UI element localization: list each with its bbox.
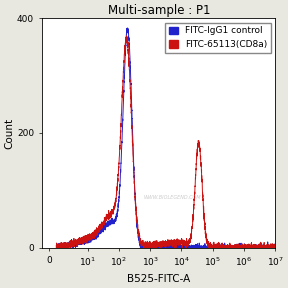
Text: WWW.BIOLEGEND.COM: WWW.BIOLEGEND.COM [144,195,202,200]
Legend: FITC-IgG1 control, FITC-65113(CD8a): FITC-IgG1 control, FITC-65113(CD8a) [165,23,271,53]
Title: Multi-sample : P1: Multi-sample : P1 [108,4,210,17]
Y-axis label: Count: Count [4,118,14,149]
X-axis label: B525-FITC-A: B525-FITC-A [127,274,190,284]
